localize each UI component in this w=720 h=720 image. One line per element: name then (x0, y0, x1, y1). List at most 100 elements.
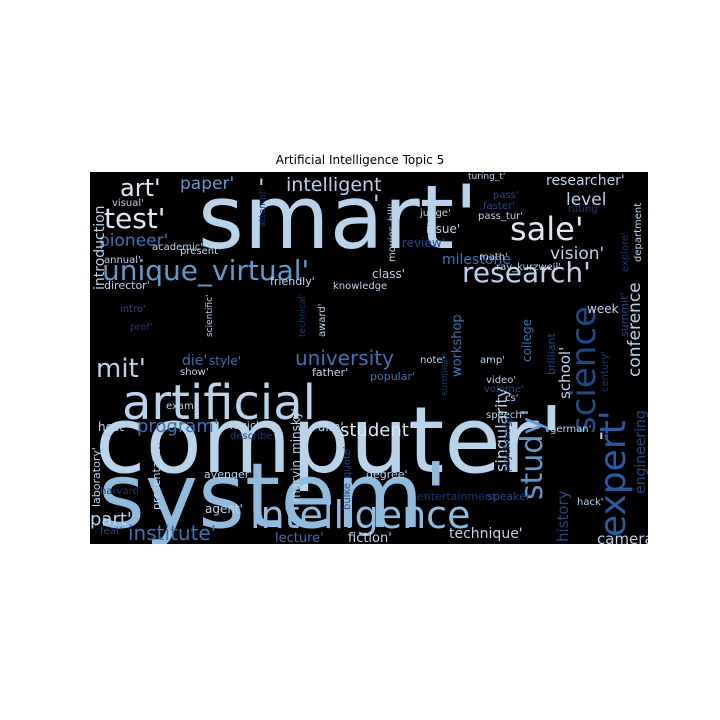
cloud-word: century' (600, 351, 611, 392)
word-cloud: computer' system' smart' artificial intellig… (90, 172, 648, 544)
cloud-word: visual' (112, 198, 144, 209)
cloud-word: smart' (198, 172, 478, 269)
cloud-word: amp' (480, 355, 505, 366)
cloud-word: college (520, 319, 534, 362)
cloud-word: vision' (550, 244, 604, 264)
cloud-word: marvin_minsky' (289, 408, 303, 502)
cloud-word: director' (104, 279, 150, 292)
cloud-word: avenger' (204, 468, 252, 481)
cloud-word: summit' (618, 292, 631, 337)
cloud-word: ' (373, 190, 380, 218)
cloud-word: feat' (100, 526, 122, 537)
cloud-word: level (566, 190, 606, 210)
cloud-word: cs' (505, 393, 518, 404)
cloud-word: technique' (449, 526, 523, 542)
cloud-word: degree' (366, 468, 408, 481)
cloud-word: system' (98, 444, 448, 544)
cloud-word: brilliant (545, 333, 558, 375)
cloud-word: note' (420, 355, 445, 366)
cloud-word: speech' (486, 410, 524, 421)
cloud-word: prof' (130, 322, 153, 333)
cloud-word: video' (486, 375, 516, 386)
cloud-word: present' (180, 246, 221, 257)
cloud-word: issue' (426, 222, 460, 236)
cloud-word: judge' (419, 208, 451, 219)
cloud-word: annual' (104, 255, 141, 266)
cloud-word: study' (515, 409, 550, 500)
cloud-word: part' (90, 509, 132, 530)
cloud-word: entertainment (417, 490, 497, 503)
cloud-word: volume' (484, 384, 524, 395)
cloud-word: describe' (230, 431, 275, 442)
cloud-word: fiction' (348, 531, 392, 544)
cloud-word: camera' (597, 530, 648, 544)
cloud-word: faster' (483, 201, 515, 212)
cloud-word: attempt' (258, 188, 268, 227)
cloud-word: logic' (230, 419, 259, 432)
cloud-word: friendly' (270, 275, 315, 288)
cloud-word: presentation (150, 440, 163, 510)
cloud-word: expert' (593, 410, 634, 537)
cloud-word: math' (479, 252, 508, 263)
cloud-word: introduction (92, 205, 108, 290)
cloud-word: agent' (205, 502, 243, 516)
cloud-word: week (587, 302, 619, 316)
cloud-word: test' (104, 202, 165, 235)
cloud-word: technical' (298, 294, 308, 337)
cloud-word: researcher' (546, 173, 625, 189)
cloud-word: show' (180, 367, 209, 378)
cloud-word: speaker' (487, 490, 534, 503)
cloud-word: psychology (502, 415, 513, 472)
chart-title: Artificial Intelligence Topic 5 (275, 153, 445, 167)
cloud-word: father' (312, 366, 348, 379)
cloud-word: award' (317, 304, 328, 337)
cloud-word: research' (462, 256, 591, 289)
cloud-word: class' (372, 267, 405, 281)
cloud-word: european (440, 353, 450, 396)
cloud-word: bulke_quote' (342, 446, 353, 510)
cloud-word: program' (137, 416, 219, 437)
cloud-word: turing_t' (468, 172, 505, 182)
cloud-word: science (564, 306, 604, 434)
cloud-word: mit' (96, 354, 146, 384)
cloud-word: pass' (493, 190, 519, 201)
cloud-word: lecture' (275, 531, 324, 544)
cloud-word: pioneer' (99, 231, 168, 251)
cloud-word: rating' (568, 204, 600, 215)
cloud-word: department (633, 203, 644, 262)
cloud-word: sale' (510, 210, 584, 248)
cloud-word: engineering (633, 410, 648, 494)
cloud-word: school' (556, 347, 574, 399)
cloud-word: explore' (620, 232, 631, 272)
cloud-word: unique_virtual' (102, 254, 309, 287)
cloud-word: singularity (492, 388, 511, 472)
cloud-word: intro' (120, 304, 146, 315)
cloud-word: intelligence (250, 493, 470, 537)
cloud-word: scientific' (205, 295, 215, 338)
cloud-word: aim' (318, 420, 344, 434)
cloud-word: artificial (122, 375, 316, 431)
cloud-word: conference (625, 282, 645, 377)
cloud-word: german' (550, 424, 591, 435)
cloud-word: hack' (577, 497, 604, 508)
cloud-word: university (295, 346, 394, 370)
cloud-word: art' (120, 174, 161, 202)
cloud-word: institute' (128, 521, 216, 544)
cloud-word: movies_bill' (387, 204, 398, 262)
cloud-word: ' (598, 428, 605, 456)
cloud-word: harvard' (100, 486, 142, 497)
cloud-word: host' (98, 420, 127, 434)
cloud-word: laboratory' (90, 447, 103, 507)
cloud-word: workshop (450, 314, 465, 377)
cloud-word: computer' (95, 387, 564, 494)
cloud-word: style' (209, 354, 241, 368)
cloud-word: knowledge (333, 281, 387, 292)
cloud-word: pass_tur' (478, 211, 523, 222)
cloud-word: paper' (180, 174, 234, 194)
cloud-word: popular' (370, 370, 415, 383)
cloud-word: review' (402, 236, 445, 250)
cloud-word: history (554, 490, 572, 542)
cloud-word: ray_kurzweil' (496, 262, 561, 273)
cloud-word: intelligent (286, 174, 382, 196)
cloud-word: die' (182, 353, 207, 369)
